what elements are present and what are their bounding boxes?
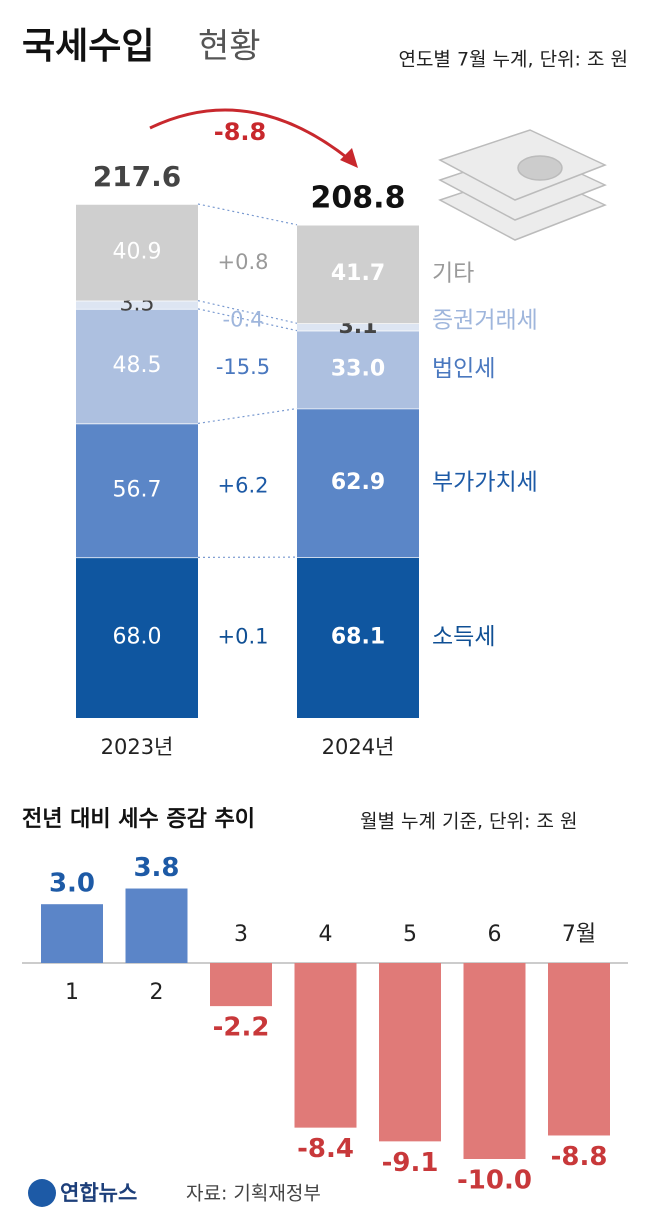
bar-label: -8.4 [297,1134,354,1164]
change-label: +0.8 [218,250,269,274]
connector [197,407,298,425]
series-name: 기타 [432,261,474,287]
series-name: 법인세 [432,356,495,382]
title: 국세수입 [22,26,154,67]
bar [294,963,357,1128]
category-label: 1 [65,980,79,1005]
connector [197,308,298,332]
title-suffix: 현황 [198,27,261,67]
change-label: -15.5 [216,355,270,379]
segment-label: 68.1 [331,625,385,650]
segment-label: 33.0 [331,357,385,382]
segment-label: 40.9 [113,239,162,264]
category-label: 4 [319,922,333,947]
segment-label: 41.7 [331,261,385,286]
segment-label: 68.0 [113,625,162,650]
segment-label: 48.5 [113,353,162,378]
series-name: 증권거래세 [432,307,538,333]
logo-mark [28,1179,56,1207]
change-arrow [149,108,351,162]
category-label: 5 [403,922,417,947]
segment [76,423,198,558]
bar-label: 3.0 [49,869,95,899]
total-label: 208.8 [311,180,406,215]
change-label: +0.1 [218,625,269,649]
source: 자료: 기획재정부 [186,1183,321,1205]
connector [197,300,298,324]
total-label: 217.6 [93,160,182,193]
segment-label: 62.9 [331,470,385,495]
category-label: 6 [488,922,502,947]
bar [379,963,441,1142]
change-label: +6.2 [218,474,269,498]
segment [76,300,198,309]
segment [76,308,198,424]
segment [297,408,419,558]
category-label: 2024년 [322,735,395,759]
chart2-title: 전년 대비 세수 증감 추이 [22,807,255,832]
category-label: 2 [150,980,164,1005]
connector [197,203,298,226]
segment [297,224,419,324]
category-label: 7월 [562,922,596,947]
bar-label: 3.8 [133,853,179,883]
bar-label: -9.1 [382,1148,439,1178]
segment [297,557,419,718]
change-label: -0.4 [223,308,264,332]
bar-label: -10.0 [457,1166,532,1196]
bar-label: -2.2 [213,1013,270,1043]
logo: 연합뉴스 [60,1181,137,1205]
segment [297,330,419,409]
money-icon [438,129,607,241]
category-label: 3 [234,922,248,947]
bar [548,963,610,1136]
series-name: 부가가치세 [432,469,538,495]
chart2-subtitle: 월별 누계 기준, 단위: 조 원 [360,811,577,833]
bar [125,888,188,963]
bar [463,963,526,1159]
segment [297,323,419,331]
bar-label: -8.8 [551,1142,608,1172]
category-label: 2023년 [101,735,174,759]
subtitle: 연도별 7월 누계, 단위: 조 원 [398,49,628,71]
bar [41,904,103,963]
total-change: -8.8 [214,118,266,146]
segment-label: 56.7 [113,477,162,502]
arrow-head [340,148,358,168]
segment [76,204,198,301]
segment [76,557,198,718]
bar [210,963,272,1007]
series-name: 소득세 [432,624,495,650]
